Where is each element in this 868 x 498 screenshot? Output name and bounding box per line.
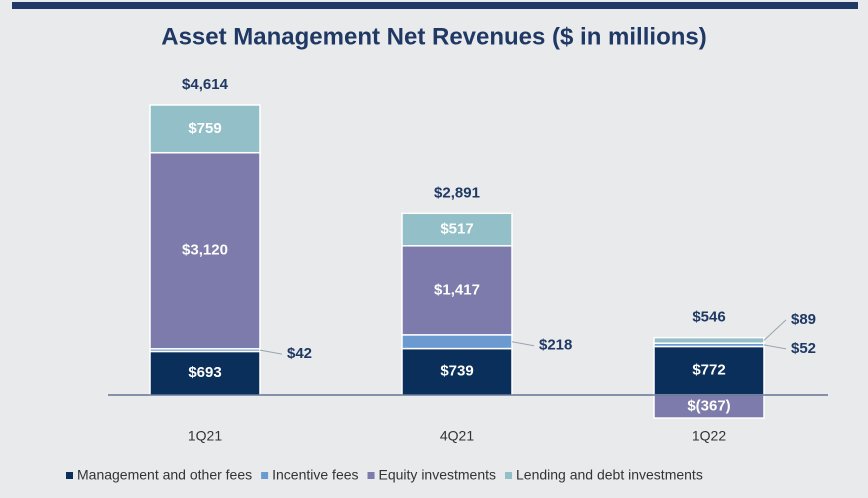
value-label: $1,417 <box>434 281 480 298</box>
value-label: $739 <box>440 363 473 380</box>
legend-marker <box>261 472 269 479</box>
value-label: $772 <box>692 362 725 379</box>
legend-label: Equity investments <box>379 467 497 483</box>
legend-label: Incentive fees <box>272 467 358 483</box>
legend-marker <box>505 472 513 479</box>
value-label: $218 <box>539 337 572 354</box>
leader-line <box>763 344 787 350</box>
chart-title: Asset Management Net Revenues ($ in mill… <box>161 23 706 50</box>
legend-marker <box>367 472 375 479</box>
bar-segment <box>401 245 513 336</box>
bar-segment <box>401 334 513 350</box>
value-label: $3,120 <box>182 242 228 259</box>
x-tick-label: 4Q21 <box>440 428 474 444</box>
legend-marker <box>66 472 73 479</box>
leader-line <box>511 341 535 347</box>
value-label: $759 <box>188 120 221 137</box>
total-label: $546 <box>692 309 725 326</box>
value-label: $517 <box>440 221 473 238</box>
value-label: $89 <box>791 311 816 328</box>
legend-label: Lending and debt investments <box>516 467 703 483</box>
x-tick-label: 1Q22 <box>692 428 726 444</box>
total-label: $2,891 <box>434 184 480 201</box>
bar-segment <box>401 212 513 247</box>
leader-line <box>259 349 283 355</box>
bar-segment <box>149 104 261 154</box>
bar-segment <box>653 336 765 344</box>
total-label: $4,614 <box>182 76 229 93</box>
x-tick-label: 1Q21 <box>188 428 222 444</box>
value-label: $(367) <box>687 398 730 415</box>
value-label: $42 <box>287 345 312 362</box>
value-label: $693 <box>188 364 221 381</box>
legend-label: Management and other fees <box>77 467 252 483</box>
top-rule <box>12 2 858 9</box>
bar-segment <box>149 350 261 396</box>
leader-line <box>763 319 787 341</box>
value-label: $52 <box>791 340 816 357</box>
